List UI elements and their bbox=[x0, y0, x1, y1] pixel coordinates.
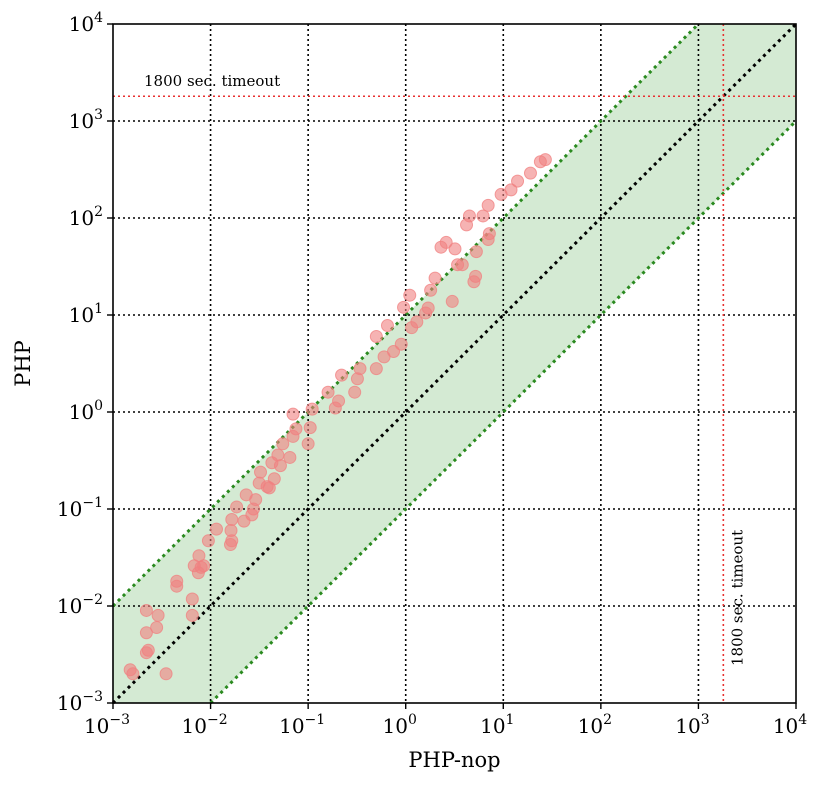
data-point bbox=[403, 288, 417, 302]
data-point bbox=[511, 174, 525, 188]
y-tick-label: 101 bbox=[69, 301, 103, 327]
y-tick-label: 10−3 bbox=[57, 689, 103, 715]
data-point bbox=[170, 574, 184, 588]
data-point bbox=[353, 362, 367, 376]
grid-lines bbox=[113, 24, 796, 703]
data-point bbox=[273, 459, 287, 473]
data-point bbox=[476, 209, 490, 223]
data-point bbox=[504, 183, 518, 197]
x-axis-label: PHP-nop bbox=[408, 748, 500, 772]
data-point bbox=[150, 621, 164, 635]
data-point bbox=[462, 209, 476, 223]
x-tick-label: 10−2 bbox=[182, 712, 228, 738]
x-tick-label: 10−1 bbox=[279, 712, 325, 738]
y-tick-label: 104 bbox=[69, 10, 103, 36]
data-point bbox=[197, 559, 211, 573]
data-point bbox=[209, 522, 223, 536]
plot-frame bbox=[112, 23, 797, 704]
data-point bbox=[271, 448, 285, 462]
data-point bbox=[523, 166, 537, 180]
data-point bbox=[139, 626, 153, 640]
data-point bbox=[141, 643, 155, 657]
data-points bbox=[123, 153, 552, 681]
data-point bbox=[445, 294, 459, 308]
x-tick-label: 100 bbox=[383, 712, 417, 738]
data-point bbox=[410, 315, 424, 329]
data-point bbox=[249, 493, 263, 507]
data-point bbox=[224, 524, 238, 538]
data-point bbox=[424, 283, 438, 297]
data-point bbox=[439, 235, 453, 249]
y-axis-label: PHP bbox=[11, 340, 35, 387]
data-point bbox=[283, 450, 297, 464]
data-point bbox=[225, 512, 239, 526]
data-point bbox=[185, 608, 199, 622]
x-tick-label: 103 bbox=[675, 712, 709, 738]
data-point bbox=[286, 407, 300, 421]
data-point bbox=[321, 385, 335, 399]
data-point bbox=[481, 198, 495, 212]
data-point bbox=[276, 437, 290, 451]
data-point bbox=[469, 245, 483, 259]
data-point bbox=[469, 269, 483, 283]
data-point bbox=[151, 608, 165, 622]
data-point bbox=[303, 421, 317, 435]
band-lower-line bbox=[209, 119, 798, 705]
data-point bbox=[394, 337, 408, 351]
x-tick-label: 104 bbox=[773, 712, 807, 738]
data-point bbox=[230, 500, 244, 514]
data-point bbox=[335, 368, 349, 382]
x-tick-label: 10−3 bbox=[84, 712, 130, 738]
data-point bbox=[369, 362, 383, 376]
data-point bbox=[201, 534, 215, 548]
data-point bbox=[348, 385, 362, 399]
x-tick-label: 101 bbox=[480, 712, 514, 738]
data-point bbox=[369, 330, 383, 344]
data-point bbox=[455, 258, 469, 272]
data-point bbox=[428, 271, 442, 285]
data-point bbox=[305, 402, 319, 416]
data-point bbox=[254, 465, 268, 479]
x-axis-ticks: 10−3 10−2 10−1 100 101 102 103 104 bbox=[84, 703, 807, 738]
data-point bbox=[538, 153, 552, 167]
data-point bbox=[301, 437, 315, 451]
data-point bbox=[380, 318, 394, 332]
data-point bbox=[289, 422, 303, 436]
data-point bbox=[332, 394, 346, 408]
y-tick-label: 10−2 bbox=[57, 592, 103, 618]
data-point bbox=[482, 227, 496, 241]
y-tick-label: 102 bbox=[69, 204, 103, 230]
data-point bbox=[448, 242, 462, 256]
timeout-label-vertical: 1800 sec. timeout bbox=[728, 530, 746, 666]
data-point bbox=[397, 300, 411, 314]
y-tick-label: 100 bbox=[69, 398, 103, 424]
band-upper-line bbox=[111, 22, 700, 608]
data-point bbox=[267, 472, 281, 486]
x-tick-label: 102 bbox=[578, 712, 612, 738]
y-tick-label: 103 bbox=[69, 107, 103, 133]
data-point bbox=[421, 301, 435, 315]
y-axis-ticks: 10−3 10−2 10−1 100 101 102 103 104 bbox=[57, 10, 113, 715]
data-point bbox=[185, 592, 199, 606]
data-point bbox=[139, 603, 153, 617]
timeout-label-horizontal: 1800 sec. timeout bbox=[144, 72, 280, 90]
data-point bbox=[159, 667, 173, 681]
data-point bbox=[126, 667, 140, 681]
y-tick-label: 10−1 bbox=[57, 495, 103, 521]
